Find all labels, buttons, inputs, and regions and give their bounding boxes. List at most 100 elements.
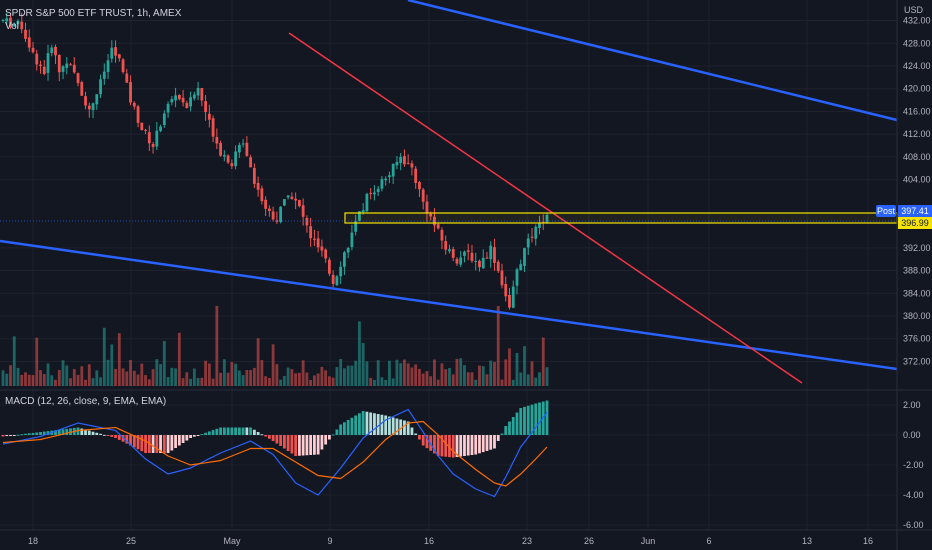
price-axis[interactable]: 432.00 428.00 424.00 420.00 416.00 412.00 408.… <box>903 16 931 367</box>
macd-axis[interactable]: 2.00 0.00 -2.00 -4.00 -6.00 <box>903 400 924 530</box>
macd-histogram-bar <box>129 435 132 446</box>
volume-bar <box>335 367 339 386</box>
candle-body <box>511 286 515 308</box>
macd-histogram-bar <box>365 411 369 435</box>
volume-bar <box>211 378 215 386</box>
candle-body <box>448 249 451 252</box>
macd-histogram-bar <box>279 435 283 446</box>
volume-bar <box>267 377 271 386</box>
macd-histogram-bar <box>451 435 455 458</box>
volume-bar <box>166 377 170 386</box>
volume-bar <box>346 365 350 386</box>
macd-histogram-bar <box>271 435 275 441</box>
macd-histogram-bar <box>189 435 192 438</box>
volume-bar <box>69 378 72 386</box>
volume-bar <box>286 367 290 386</box>
volume-bar <box>181 378 185 386</box>
price-tick-label: 392.00 <box>903 243 931 253</box>
macd-histogram-bar <box>534 403 538 435</box>
macd-histogram-bar <box>312 435 316 455</box>
candle-body <box>455 259 459 264</box>
candle-body <box>252 167 256 184</box>
time-axis[interactable]: 18 25 May 9 16 23 26 Jun 6 13 16 <box>28 536 873 546</box>
last-price-tag: 396.99 <box>898 217 932 229</box>
candle-body <box>35 53 39 65</box>
volume-bar <box>478 365 481 386</box>
volume-bar <box>358 321 361 386</box>
candle-body <box>204 101 207 113</box>
volume-bar <box>384 379 388 386</box>
macd-histogram-bar <box>192 435 196 437</box>
volume-bar <box>466 372 470 386</box>
candle-body <box>384 178 388 181</box>
volume-bar <box>440 363 444 386</box>
price-tick-label: 420.00 <box>903 84 931 94</box>
candle-body <box>256 182 260 190</box>
volume-bar <box>121 368 125 386</box>
symbol-title[interactable]: SPDR S&P 500 ETF TRUST, 1h, AMEX <box>5 8 182 19</box>
volume-bar <box>541 337 545 386</box>
time-tick-label: 13 <box>802 536 812 546</box>
price-tick-label: 384.00 <box>903 288 931 298</box>
macd-histogram-bar <box>136 435 140 450</box>
macd-histogram-bar <box>54 430 57 435</box>
macd-histogram-bar <box>114 435 117 438</box>
macd-histogram-bar <box>159 435 162 453</box>
descending-trendline[interactable] <box>288 32 803 384</box>
macd-histogram-bar <box>459 435 463 457</box>
macd-histogram-bar <box>282 435 286 449</box>
volume-bars <box>1 306 549 386</box>
candle-body <box>200 87 204 101</box>
candle-body <box>346 247 350 253</box>
volume-bar <box>526 374 530 386</box>
volume-bar <box>414 364 418 386</box>
candle-body <box>147 132 151 144</box>
macd-histogram-bar <box>463 435 466 456</box>
candle-body <box>463 251 466 256</box>
candle-body <box>181 97 185 103</box>
candle-body <box>189 97 192 107</box>
volume-bar <box>376 360 380 386</box>
macd-histogram-bar <box>358 413 361 435</box>
time-tick-label: 16 <box>863 536 873 546</box>
channel-lower-line[interactable] <box>0 239 898 371</box>
volume-bar <box>162 341 166 386</box>
volume-bar <box>87 364 91 386</box>
macd-histogram-bar <box>511 417 515 435</box>
macd-histogram-bar <box>102 434 106 436</box>
channel-upper-line[interactable] <box>407 0 898 122</box>
volume-bar <box>237 370 241 386</box>
volume-bar <box>312 375 316 386</box>
volume-bar <box>249 370 253 386</box>
drawings[interactable] <box>0 0 898 384</box>
macd-histogram-bar <box>440 435 444 457</box>
macd-histogram-bar <box>526 405 530 435</box>
volume-bar <box>245 370 249 386</box>
volume-bar <box>106 359 110 386</box>
macd-histogram-bar <box>500 433 504 435</box>
macd-label[interactable]: MACD (12, 26, close, 9, EMA, EMA) <box>5 396 166 407</box>
candle-body <box>534 226 538 239</box>
macd-histogram <box>1 400 549 458</box>
candle-body <box>117 54 121 59</box>
macd-histogram-bar <box>174 435 177 448</box>
volume-bar <box>534 377 538 386</box>
candle-body <box>545 214 549 223</box>
time-tick-label: 18 <box>28 536 38 546</box>
candle-body <box>106 60 110 72</box>
macd-histogram-bar <box>241 427 245 435</box>
volume-bar <box>24 372 27 386</box>
macd-histogram-bar <box>425 435 429 449</box>
candle-body <box>290 196 294 199</box>
post-label-badge <box>876 205 896 217</box>
time-tick-label: 23 <box>522 536 532 546</box>
candle-body <box>237 144 241 153</box>
price-tick-label: 388.00 <box>903 266 931 276</box>
macd-tick-label: -6.00 <box>903 520 924 530</box>
macd-histogram-bar <box>237 427 241 435</box>
candle-body <box>234 151 238 167</box>
macd-histogram-bar <box>297 435 301 456</box>
volume-label[interactable]: Vol <box>5 21 19 32</box>
